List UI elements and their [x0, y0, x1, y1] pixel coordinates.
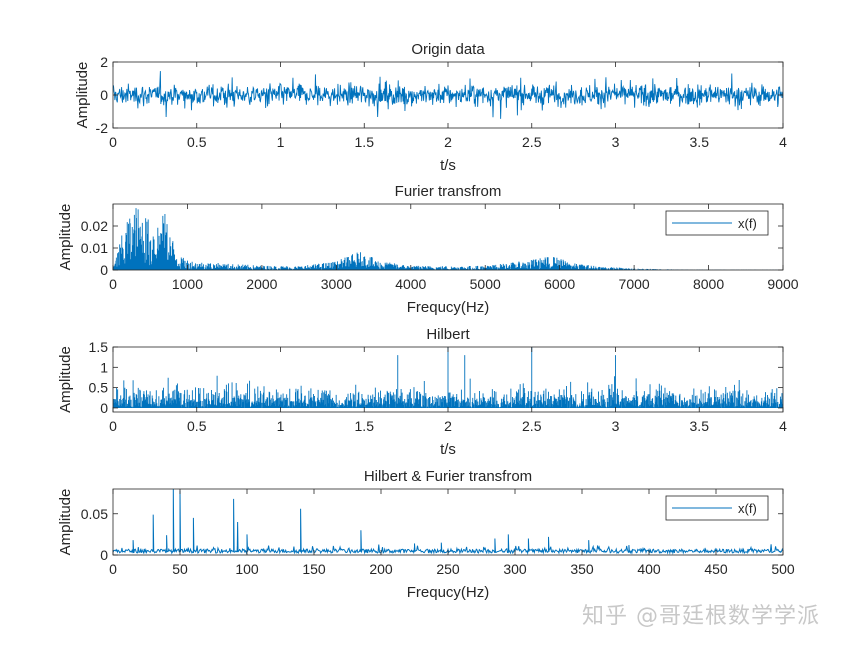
x-tick-label: 100 — [235, 561, 259, 577]
y-axis-label: Amplitude — [57, 489, 74, 556]
y-tick-label: 0 — [100, 547, 108, 563]
y-tick-label: 2 — [100, 54, 108, 70]
x-tick-label: 9000 — [767, 276, 798, 292]
chart-title: Hilbert — [426, 326, 470, 343]
y-tick-label: 1.5 — [89, 339, 109, 355]
legend-label: x(f) — [738, 501, 757, 516]
series-line — [113, 347, 783, 408]
x-tick-label: 1000 — [172, 276, 203, 292]
x-axis-label: Frequcy(Hz) — [407, 584, 490, 601]
x-tick-label: 3.5 — [690, 418, 710, 434]
chart-title: Origin data — [411, 41, 485, 58]
y-tick-label: 0 — [100, 400, 108, 416]
x-tick-label: 3.5 — [690, 134, 710, 150]
x-axis-label: t/s — [440, 157, 456, 174]
y-axis-label: Amplitude — [74, 62, 91, 129]
x-tick-label: 0 — [109, 276, 117, 292]
y-tick-label: 0.02 — [81, 218, 108, 234]
y-tick-label: -2 — [96, 120, 109, 136]
x-tick-label: 6000 — [544, 276, 575, 292]
chart-title: Hilbert & Furier transfrom — [364, 468, 532, 485]
x-tick-label: 7000 — [619, 276, 650, 292]
x-tick-label: 1 — [277, 134, 285, 150]
series-line — [113, 71, 783, 119]
watermark: 知乎 @哥廷根数学学派 — [582, 604, 820, 629]
x-tick-label: 400 — [637, 561, 661, 577]
x-tick-label: 150 — [302, 561, 326, 577]
x-tick-label: 0 — [109, 134, 117, 150]
x-tick-label: 250 — [436, 561, 460, 577]
x-tick-label: 1 — [277, 418, 285, 434]
chart-title: Furier transfrom — [395, 183, 502, 200]
y-tick-label: 0 — [100, 87, 108, 103]
x-tick-label: 2.5 — [522, 418, 542, 434]
x-tick-label: 500 — [771, 561, 795, 577]
x-tick-label: 2 — [444, 418, 452, 434]
plot-area — [113, 489, 783, 555]
x-tick-label: 350 — [570, 561, 594, 577]
legend-label: x(f) — [738, 216, 757, 231]
series-line — [113, 489, 783, 555]
plot-area — [113, 71, 783, 119]
x-tick-label: 2.5 — [522, 134, 542, 150]
x-tick-label: 3 — [612, 418, 620, 434]
x-tick-label: 50 — [172, 561, 188, 577]
x-tick-label: 4000 — [395, 276, 426, 292]
y-tick-label: 1 — [100, 359, 108, 375]
subplot-4: 0 50 100 150 200 250 300 350 400 450 500 0 0.05 Hilbe… — [57, 468, 795, 601]
x-tick-label: 200 — [369, 561, 393, 577]
subplot-3: 0 0.5 1 1.5 2 2.5 3 3.5 4 0 0.5 1 1.5 Hilbert t/s Ampli… — [57, 326, 787, 458]
legend: x(f) — [665, 210, 769, 236]
x-tick-label: 4 — [779, 418, 787, 434]
x-axis-label: t/s — [440, 441, 456, 458]
x-tick-label: 2 — [444, 134, 452, 150]
plot-area — [113, 347, 783, 408]
x-tick-label: 300 — [503, 561, 527, 577]
axes-box — [112, 203, 784, 271]
y-axis-label: Amplitude — [57, 346, 74, 413]
x-tick-label: 2000 — [246, 276, 277, 292]
x-tick-label: 450 — [704, 561, 728, 577]
legend: x(f) — [665, 495, 769, 521]
y-axis-label: Amplitude — [57, 204, 74, 271]
y-tick-label: 0.5 — [89, 380, 109, 396]
y-tick-label: 0.05 — [81, 506, 108, 522]
x-tick-label: 0.5 — [187, 418, 207, 434]
x-tick-label: 0 — [109, 418, 117, 434]
x-tick-label: 3 — [612, 134, 620, 150]
x-axis-label: Frequcy(Hz) — [407, 299, 490, 316]
x-tick-label: 1.5 — [355, 418, 375, 434]
x-tick-label: 4 — [779, 134, 787, 150]
x-tick-label: 1.5 — [355, 134, 375, 150]
y-tick-label: 0 — [100, 262, 108, 278]
x-tick-label: 0 — [109, 561, 117, 577]
x-tick-label: 5000 — [470, 276, 501, 292]
subplot-2: 0 1000 2000 3000 4000 5000 6000 7000 8000 9000 0 0.… — [57, 183, 799, 316]
x-tick-label: 8000 — [693, 276, 724, 292]
x-tick-label: 3000 — [321, 276, 352, 292]
x-tick-label: 0.5 — [187, 134, 207, 150]
y-tick-label: 0.01 — [81, 240, 108, 256]
